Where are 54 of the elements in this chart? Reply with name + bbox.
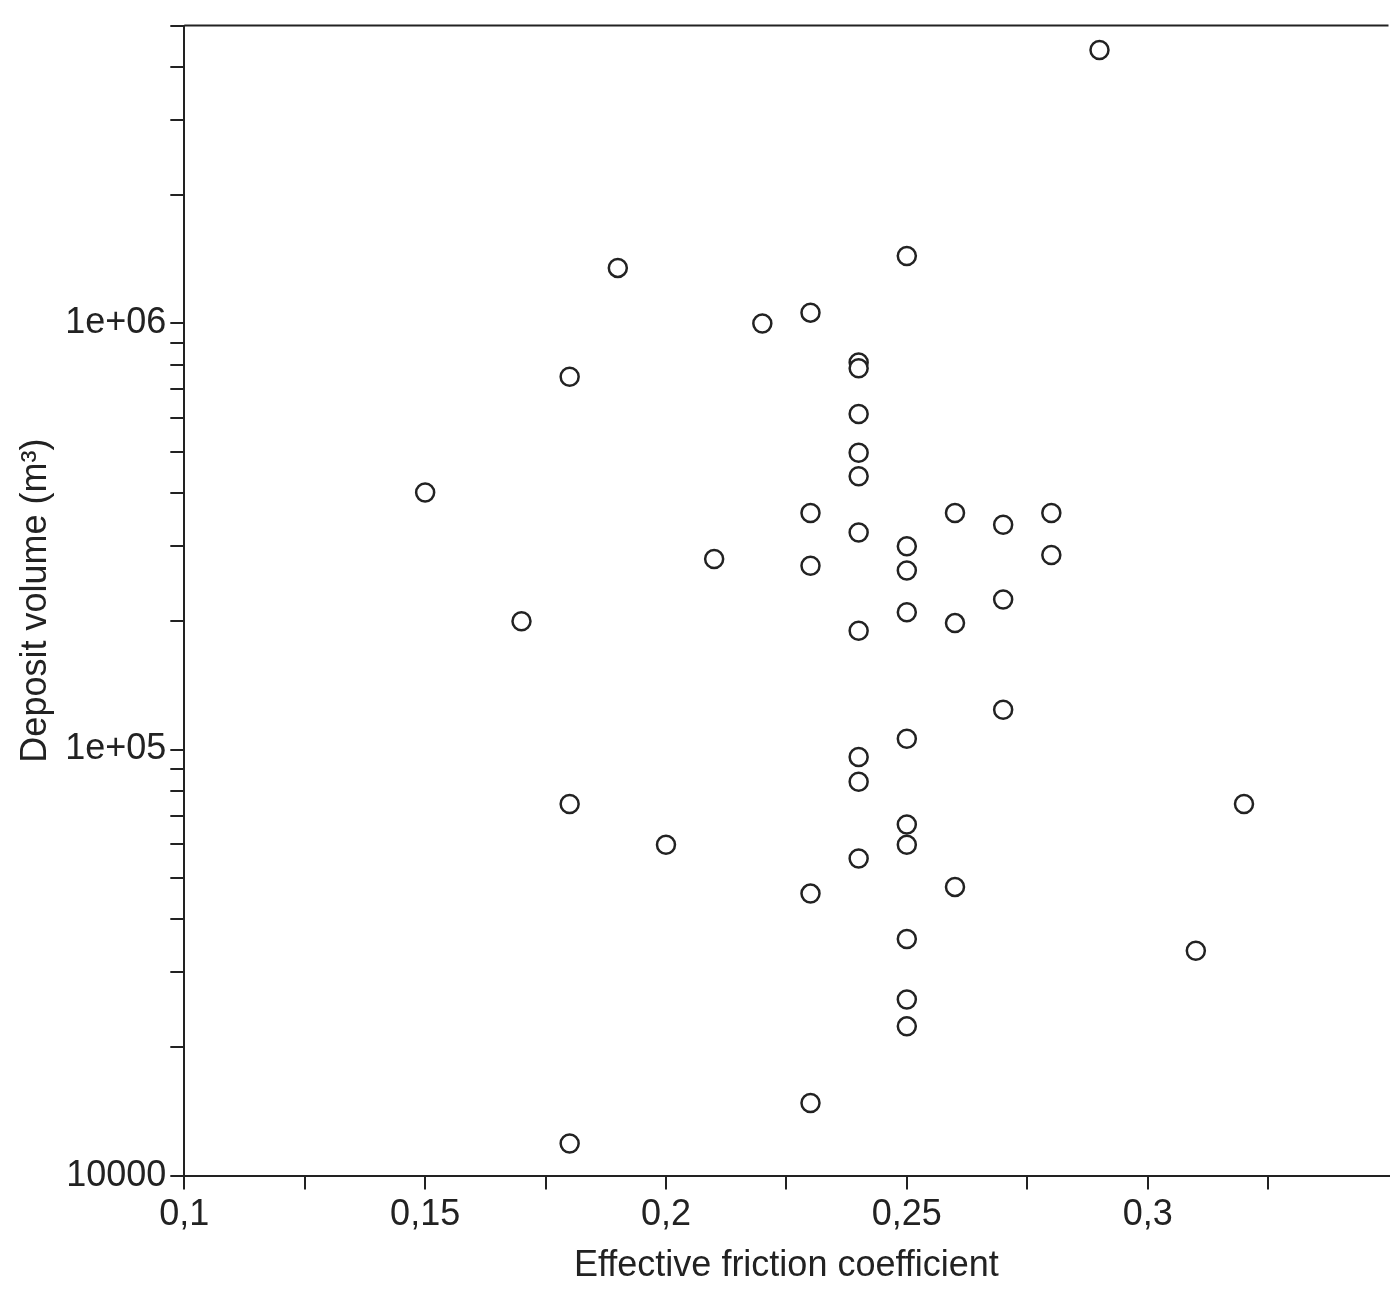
point [848,465,869,487]
point [896,928,918,950]
point [414,482,436,503]
x-tick-label: 0,25 [871,1192,942,1234]
point [800,1092,821,1114]
point [992,514,1014,535]
point [848,442,869,464]
point [896,1016,918,1037]
point [848,357,869,379]
x-axis-title: Effective friction coefficient [573,1243,999,1285]
point [896,535,918,557]
point [896,989,918,1010]
point [896,245,918,267]
point [655,834,677,855]
point [800,555,821,576]
x-tick-label: 0,15 [390,1192,461,1234]
point [896,814,918,835]
point [800,302,821,323]
point [559,1133,580,1154]
point [848,746,869,768]
point [607,257,629,279]
point [944,502,966,524]
point [992,699,1014,720]
y-axis-title: Deposit volume (m³) [12,438,54,763]
point [944,876,966,898]
point [559,793,580,815]
point [1233,793,1255,815]
point [1185,940,1207,962]
point [848,522,869,543]
y-tick-label: 1e+05 [65,726,167,768]
x-tick-label: 0,1 [159,1192,210,1234]
point [848,620,869,641]
point [800,502,821,524]
point [703,548,725,570]
point [752,313,773,334]
point [1041,502,1062,524]
x-tick-label: 0,3 [1122,1192,1173,1234]
point [896,834,918,855]
point [896,728,918,749]
x-tick-label: 0,2 [640,1192,692,1234]
point [511,611,532,632]
point [848,403,869,425]
point [896,601,918,623]
point [896,560,918,581]
y-tick-label: 10000 [66,1152,167,1194]
point [800,883,821,904]
point [944,612,966,634]
point [848,771,869,793]
point [1041,544,1062,566]
point [559,366,580,387]
point [992,589,1014,610]
point [1089,39,1110,61]
y-tick-label: 1e+06 [65,300,167,342]
point [848,848,869,869]
